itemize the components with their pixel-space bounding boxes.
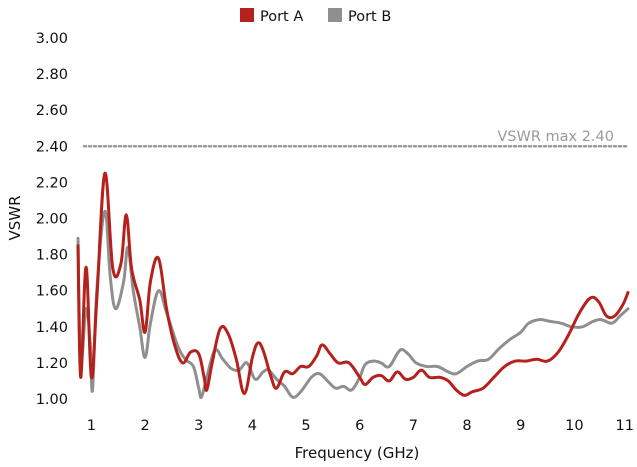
y-tick-label: 1.40 [36, 320, 68, 336]
x-axis-ticks: 1 2 3 4 5 6 7 8 9 10 11 [87, 418, 634, 434]
y-tick-label: 1.60 [36, 284, 68, 300]
vswr-max-reference-label: VSWR max 2.40 [497, 129, 614, 145]
legend-swatch-port-a [240, 8, 254, 22]
y-tick-label: 2.20 [36, 175, 68, 191]
legend: Port A Port B [240, 8, 391, 25]
x-tick-label: 8 [462, 418, 471, 434]
y-tick-label: 1.00 [36, 392, 68, 408]
series-line-port-a [76, 171, 630, 397]
legend-label-port-a: Port A [260, 9, 303, 25]
x-tick-label: 4 [248, 418, 257, 434]
legend-label-port-b: Port B [348, 9, 391, 25]
y-tick-label: 3.00 [36, 31, 68, 47]
y-tick-label: 2.60 [36, 103, 68, 119]
x-tick-label: 7 [409, 418, 418, 434]
y-tick-label: 2.80 [36, 67, 68, 83]
x-tick-label: 5 [301, 418, 310, 434]
x-tick-label: 2 [140, 418, 149, 434]
x-tick-label: 10 [565, 418, 583, 434]
y-axis-ticks: 1.00 1.20 1.40 1.60 1.80 2.00 2.20 2.40 2.60 2.80… [36, 31, 68, 408]
x-tick-label: 11 [616, 418, 634, 434]
series-lines [76, 171, 630, 400]
legend-swatch-port-b [328, 8, 342, 22]
x-tick-label: 9 [516, 418, 525, 434]
x-tick-label: 3 [194, 418, 203, 434]
y-tick-label: 1.20 [36, 356, 68, 372]
y-axis-title: VSWR [6, 195, 24, 240]
y-tick-label: 2.00 [36, 212, 68, 228]
x-axis-title: Frequency (GHz) [295, 444, 420, 462]
y-tick-label: 2.40 [36, 139, 68, 155]
x-tick-label: 1 [87, 418, 96, 434]
y-tick-label: 1.80 [36, 248, 68, 264]
x-tick-label: 6 [355, 418, 364, 434]
